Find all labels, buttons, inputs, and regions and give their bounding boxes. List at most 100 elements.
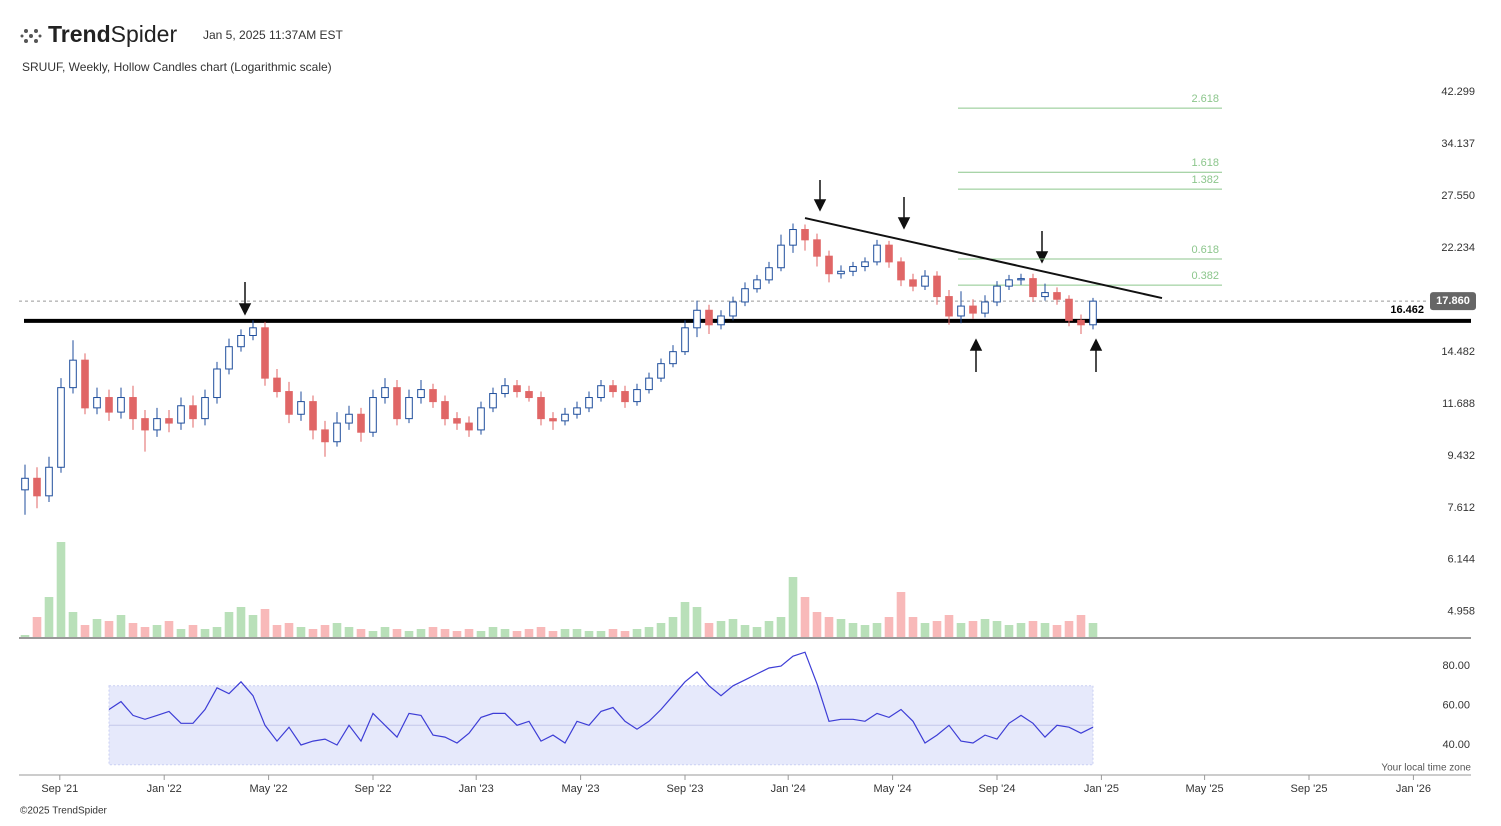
candle-body bbox=[693, 309, 701, 329]
volume-bar bbox=[1004, 625, 1014, 637]
candle-body bbox=[777, 244, 785, 269]
volume-bar bbox=[188, 625, 198, 637]
volume-bar bbox=[284, 623, 294, 637]
brand-bold: Trend bbox=[48, 21, 111, 47]
volume-bar bbox=[1064, 621, 1074, 637]
candle-body bbox=[753, 279, 761, 290]
volume-bar bbox=[800, 597, 810, 637]
brand: TrendSpider bbox=[48, 21, 177, 47]
candle-body bbox=[549, 418, 557, 422]
volume-bar bbox=[632, 629, 642, 637]
subtitle: SRUUF, Weekly, Hollow Candles chart (Log… bbox=[22, 60, 332, 74]
rsi-tick-label: 60.00 bbox=[1442, 699, 1470, 711]
volume-bar bbox=[752, 627, 762, 637]
candle-body bbox=[1053, 292, 1061, 300]
brand-light: Spider bbox=[111, 21, 178, 47]
volume-bar bbox=[716, 621, 726, 637]
y-tick-label: 7.612 bbox=[1447, 502, 1475, 514]
candle-body bbox=[1089, 300, 1097, 326]
volume-bar bbox=[536, 627, 546, 637]
volume-bar bbox=[704, 623, 714, 637]
volume-bar bbox=[524, 629, 534, 637]
volume-bar bbox=[332, 623, 342, 637]
candle-body bbox=[525, 391, 533, 399]
volume-bar bbox=[368, 631, 378, 637]
volume-bar bbox=[608, 629, 618, 637]
volume-bar bbox=[164, 621, 174, 637]
candle-body bbox=[45, 466, 53, 497]
support-label: 16.462 bbox=[1390, 304, 1424, 316]
volume-bar bbox=[20, 635, 30, 637]
x-tick-label: Jan '26 bbox=[1396, 783, 1431, 795]
volume-bar bbox=[260, 609, 270, 637]
volume-bar bbox=[296, 627, 306, 637]
last-price-tag bbox=[1430, 292, 1476, 311]
volume-bar bbox=[968, 621, 978, 637]
volume-bar bbox=[992, 621, 1002, 637]
candle-body bbox=[441, 401, 449, 420]
volume-bar bbox=[416, 629, 426, 637]
y-tick-label: 27.550 bbox=[1441, 190, 1475, 202]
volume-bar bbox=[428, 627, 438, 637]
candle-body bbox=[165, 418, 173, 424]
volume-bar bbox=[980, 619, 990, 637]
volume-bar bbox=[224, 612, 234, 637]
volume-bar bbox=[1088, 623, 1098, 637]
candle-body bbox=[309, 401, 317, 431]
candle-body bbox=[129, 397, 137, 420]
candle-body bbox=[381, 387, 389, 399]
volume-bar bbox=[896, 592, 906, 637]
candle-body bbox=[861, 261, 869, 268]
volume-bar bbox=[140, 627, 150, 637]
volume-bar bbox=[320, 625, 330, 637]
candle-body bbox=[33, 477, 41, 497]
candle-body bbox=[465, 422, 473, 431]
rsi-line bbox=[108, 651, 1094, 746]
volume-bar bbox=[620, 631, 630, 637]
volume-bar bbox=[584, 631, 594, 637]
candle-body bbox=[141, 418, 149, 431]
candle-body bbox=[189, 405, 197, 420]
volume-bar bbox=[344, 627, 354, 637]
volume-bar bbox=[404, 631, 414, 637]
volume-bar bbox=[1028, 621, 1038, 637]
volume-bar bbox=[80, 625, 90, 637]
volume-bar bbox=[860, 625, 870, 637]
candle-body bbox=[69, 359, 77, 389]
candle-body bbox=[489, 393, 497, 409]
candle-body bbox=[897, 261, 905, 281]
candle-body bbox=[957, 305, 965, 317]
x-tick-label: Jan '24 bbox=[771, 783, 806, 795]
volume-bar bbox=[452, 631, 462, 637]
logo-icon bbox=[20, 29, 42, 43]
volume-bar bbox=[236, 607, 246, 637]
volume-bar bbox=[884, 617, 894, 637]
volume-bar bbox=[548, 631, 558, 637]
volume-bar bbox=[212, 627, 222, 637]
y-tick-label: 14.482 bbox=[1441, 346, 1475, 358]
candle-body bbox=[885, 244, 893, 263]
x-tick-label: Jan '25 bbox=[1084, 783, 1119, 795]
volume-bar bbox=[176, 629, 186, 637]
candle-body bbox=[813, 239, 821, 257]
x-tick-label: Sep '23 bbox=[667, 783, 704, 795]
volume-bar bbox=[932, 621, 942, 637]
volume-bar bbox=[1076, 615, 1086, 637]
candle-body bbox=[297, 401, 305, 415]
candle-body bbox=[681, 327, 689, 353]
candle-body bbox=[633, 389, 641, 403]
candle-body bbox=[585, 397, 593, 409]
candle-body bbox=[501, 385, 509, 395]
candle-body bbox=[597, 385, 605, 399]
candle-body bbox=[429, 389, 437, 403]
fib-label: 1.382 bbox=[1191, 174, 1219, 186]
candle-body bbox=[981, 301, 989, 314]
candle-body bbox=[453, 418, 461, 424]
x-tick-label: May '22 bbox=[250, 783, 288, 795]
candle-body bbox=[513, 385, 521, 393]
candle-body bbox=[945, 296, 953, 317]
y-tick-label: 34.137 bbox=[1441, 138, 1475, 150]
candle-body bbox=[657, 363, 665, 379]
timestamp: Jan 5, 2025 11:37AM EST bbox=[203, 28, 344, 42]
